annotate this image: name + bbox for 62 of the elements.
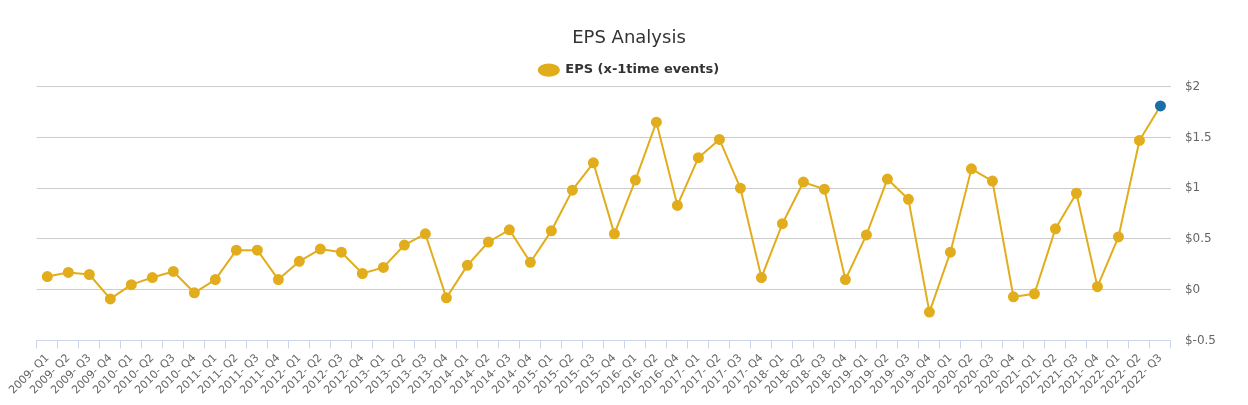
point [818,183,830,195]
point [188,287,200,299]
legend-label: EPS (x-1time events) [565,61,720,77]
point [1028,288,1040,300]
point [1070,187,1082,199]
point [314,243,326,255]
point [251,244,263,256]
point [125,279,137,291]
point [797,176,809,188]
y-tick-label: $0 [1184,281,1201,296]
point [860,229,872,241]
point [293,255,305,267]
point [587,157,599,169]
point [104,293,116,305]
point [377,261,389,273]
point [986,175,998,187]
point [629,174,641,186]
point [692,152,704,164]
point [167,265,179,277]
point [944,246,956,258]
point [461,259,473,271]
point [335,246,347,258]
y-tick-label: $1.5 [1184,129,1212,144]
chart-title: EPS Analysis [572,26,686,48]
point [776,218,788,230]
y-tick-label: $2 [1184,78,1201,93]
point [545,225,557,237]
point [650,116,662,128]
point [902,193,914,205]
point [671,199,683,211]
point [503,224,515,236]
point [839,274,851,286]
point [62,266,74,278]
point [524,256,536,268]
point [881,173,893,185]
point [356,267,368,279]
point [734,182,746,194]
point [1091,281,1103,293]
y-tick-label: $0.5 [1184,231,1212,246]
point [1112,231,1124,243]
point [608,228,620,240]
point [83,269,95,280]
point [965,163,977,175]
point [755,272,767,284]
point [566,184,578,196]
point [209,274,221,286]
point [1154,100,1166,112]
point [419,228,431,240]
point [923,306,935,318]
point [41,271,53,283]
point [1133,134,1145,146]
point [440,292,452,304]
y-tick-label: $1 [1184,180,1201,195]
point [482,236,494,248]
point [230,244,242,256]
point [713,133,725,145]
point [272,274,284,286]
point [1007,291,1019,303]
point [1049,223,1061,235]
point [398,239,410,251]
point [146,272,158,284]
y-tick-label: $-0.5 [1184,332,1217,347]
